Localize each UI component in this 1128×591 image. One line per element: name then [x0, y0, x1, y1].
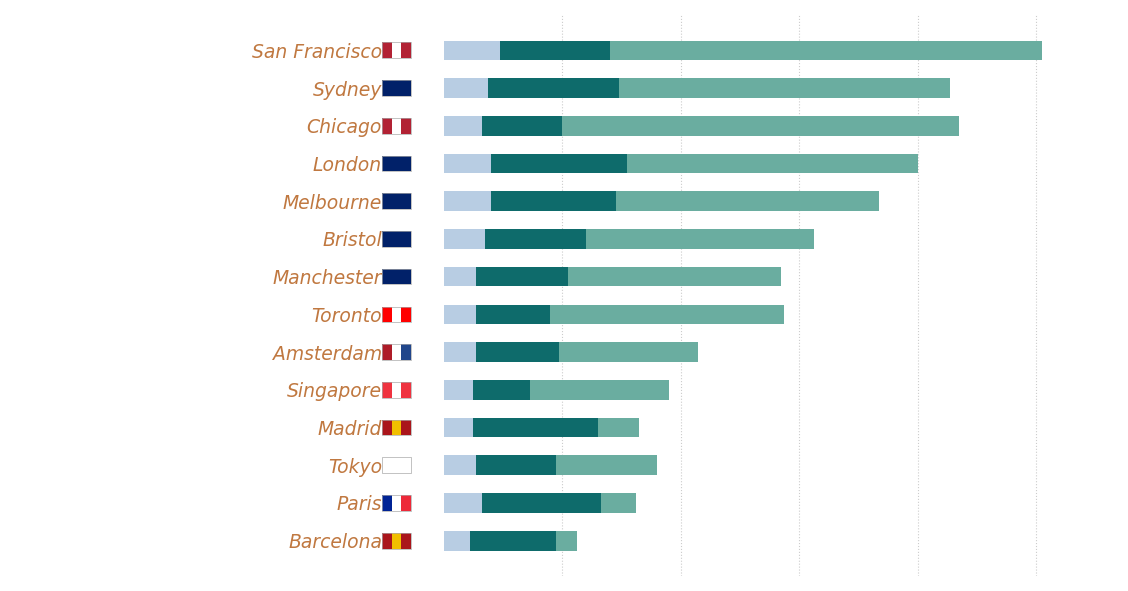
FancyBboxPatch shape — [381, 118, 391, 134]
Bar — [491, 191, 616, 211]
FancyBboxPatch shape — [391, 307, 402, 322]
FancyBboxPatch shape — [381, 193, 391, 209]
Bar — [618, 78, 950, 98]
Bar — [476, 456, 556, 475]
Bar — [530, 380, 669, 400]
FancyBboxPatch shape — [391, 382, 402, 398]
FancyBboxPatch shape — [381, 495, 391, 511]
Bar — [550, 304, 784, 324]
FancyBboxPatch shape — [402, 80, 412, 96]
Bar — [488, 78, 618, 98]
FancyBboxPatch shape — [381, 269, 391, 284]
FancyBboxPatch shape — [381, 307, 391, 322]
FancyBboxPatch shape — [391, 269, 402, 284]
Bar — [443, 78, 488, 98]
Bar — [491, 154, 627, 173]
Bar — [474, 380, 530, 400]
Bar — [585, 229, 814, 249]
FancyBboxPatch shape — [402, 382, 412, 398]
FancyBboxPatch shape — [402, 231, 412, 247]
FancyBboxPatch shape — [391, 344, 402, 360]
FancyBboxPatch shape — [402, 495, 412, 511]
Bar — [556, 456, 656, 475]
FancyBboxPatch shape — [381, 344, 391, 360]
Bar — [556, 531, 578, 550]
Bar — [601, 493, 636, 513]
FancyBboxPatch shape — [391, 231, 402, 247]
Bar — [443, 154, 491, 173]
Bar — [500, 41, 609, 60]
FancyBboxPatch shape — [381, 80, 391, 96]
Bar — [443, 380, 474, 400]
Bar — [569, 267, 782, 287]
FancyBboxPatch shape — [381, 382, 391, 398]
FancyBboxPatch shape — [381, 43, 391, 58]
Bar — [443, 191, 491, 211]
Bar — [476, 267, 569, 287]
FancyBboxPatch shape — [381, 155, 391, 171]
FancyBboxPatch shape — [391, 155, 402, 171]
FancyBboxPatch shape — [402, 269, 412, 284]
FancyBboxPatch shape — [402, 307, 412, 322]
FancyBboxPatch shape — [402, 457, 412, 473]
Bar — [443, 493, 483, 513]
FancyBboxPatch shape — [402, 344, 412, 360]
FancyBboxPatch shape — [381, 457, 391, 473]
FancyBboxPatch shape — [391, 457, 402, 473]
FancyBboxPatch shape — [402, 420, 412, 436]
FancyBboxPatch shape — [391, 43, 402, 58]
FancyBboxPatch shape — [402, 533, 412, 548]
Bar — [443, 342, 476, 362]
Bar — [443, 267, 476, 287]
Bar — [443, 304, 476, 324]
Bar — [443, 418, 474, 437]
Bar — [443, 229, 485, 249]
Bar — [559, 342, 698, 362]
Bar — [483, 116, 562, 135]
FancyBboxPatch shape — [402, 193, 412, 209]
FancyBboxPatch shape — [402, 155, 412, 171]
Bar — [474, 418, 598, 437]
FancyBboxPatch shape — [381, 420, 391, 436]
FancyBboxPatch shape — [391, 193, 402, 209]
FancyBboxPatch shape — [402, 43, 412, 58]
Bar — [562, 116, 959, 135]
Bar — [476, 304, 550, 324]
Bar — [485, 229, 585, 249]
Bar — [476, 342, 559, 362]
FancyBboxPatch shape — [381, 231, 391, 247]
Bar — [627, 154, 917, 173]
FancyBboxPatch shape — [402, 118, 412, 134]
Bar — [443, 531, 470, 550]
FancyBboxPatch shape — [381, 533, 391, 548]
Bar — [443, 456, 476, 475]
FancyBboxPatch shape — [391, 420, 402, 436]
Bar — [609, 41, 1042, 60]
FancyBboxPatch shape — [391, 80, 402, 96]
Bar — [616, 191, 879, 211]
Bar — [443, 41, 500, 60]
FancyBboxPatch shape — [391, 533, 402, 548]
Bar — [598, 418, 640, 437]
Bar — [443, 116, 483, 135]
Bar — [470, 531, 556, 550]
Bar — [483, 493, 601, 513]
FancyBboxPatch shape — [391, 495, 402, 511]
FancyBboxPatch shape — [391, 118, 402, 134]
